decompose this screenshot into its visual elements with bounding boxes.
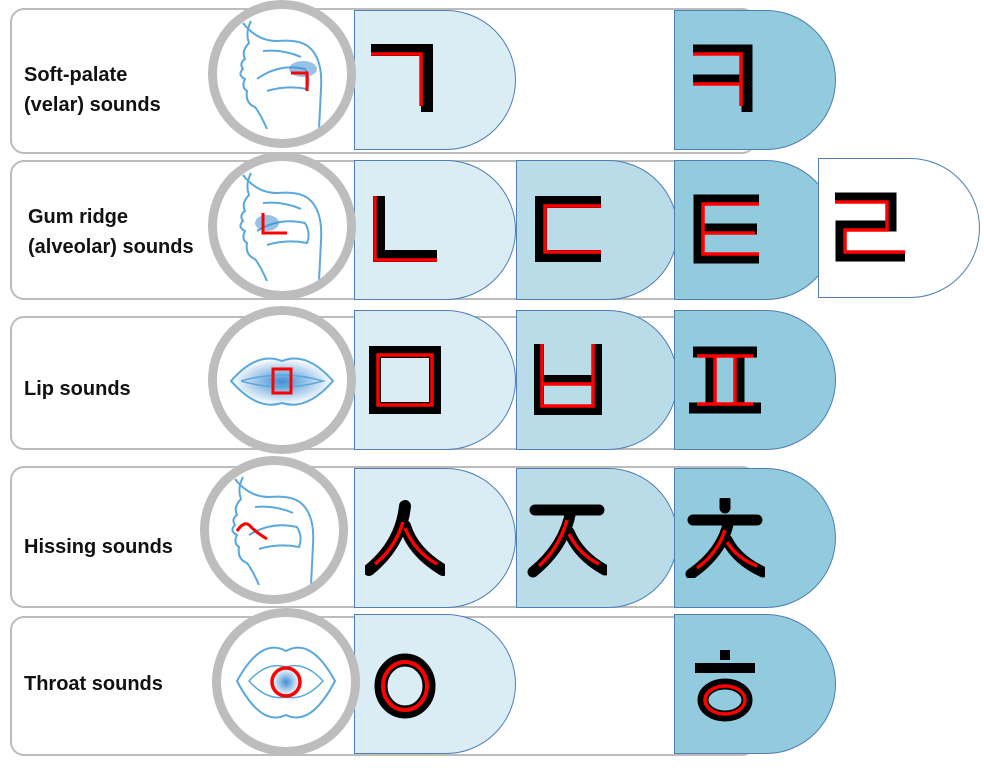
hangul-nieun	[373, 196, 437, 262]
label-line: Gum ridge	[28, 206, 129, 228]
hangul-siot	[365, 500, 445, 576]
hangul-digeut	[535, 196, 601, 262]
throat-icon	[235, 646, 337, 719]
organ-circle-hissing	[200, 456, 348, 604]
letter-tab	[674, 468, 836, 608]
alveolar-mouth-icon	[239, 172, 323, 281]
letter-tab	[354, 310, 516, 450]
row-label-lip: Lip sounds	[24, 374, 131, 404]
label-line: (velar) sounds	[24, 94, 161, 116]
hangul-pieup	[689, 346, 761, 414]
organ-circle-lip	[208, 306, 356, 454]
letter-tab	[674, 310, 836, 450]
hangul-giyeok	[371, 44, 433, 112]
letter-tab	[674, 10, 836, 150]
hangul-tieut	[693, 194, 759, 264]
hangul-bieup	[534, 344, 602, 415]
teeth-mouth-icon	[231, 476, 315, 585]
organ-circle-velar	[208, 0, 356, 148]
hangul-chieut	[685, 498, 765, 578]
organ-circle-throat	[212, 608, 360, 756]
letter-tab	[354, 468, 516, 608]
hangul-jieut	[527, 504, 607, 578]
letter-tab	[516, 310, 678, 450]
row-label-hissing: Hissing sounds	[24, 532, 173, 562]
letter-tab	[674, 160, 836, 300]
letter-tab	[354, 160, 516, 300]
hangul-rieul	[835, 192, 905, 262]
letter-tab	[818, 158, 980, 298]
label-line: Hissing sounds	[24, 536, 173, 558]
row-label-throat: Throat sounds	[24, 669, 163, 699]
row-label-velar: Soft-palate (velar) sounds	[24, 60, 161, 120]
label-line: Lip sounds	[24, 378, 131, 400]
letter-tab	[674, 614, 836, 754]
letter-tab	[516, 160, 678, 300]
letter-tab	[354, 614, 516, 754]
label-line: Throat sounds	[24, 673, 163, 695]
label-line: (alveolar) sounds	[28, 236, 194, 258]
hangul-ieung	[374, 653, 436, 719]
letter-tab	[516, 468, 678, 608]
row-label-alveolar: Gum ridge (alveolar) sounds	[28, 202, 194, 262]
hangul-kieuk	[693, 44, 753, 112]
label-line: Soft-palate	[24, 64, 128, 86]
velar-mouth-icon	[239, 20, 323, 129]
hangul-mieum	[369, 346, 441, 414]
lips-icon	[229, 357, 335, 406]
letter-tab	[354, 10, 516, 150]
organ-circle-alveolar	[208, 152, 356, 300]
hangul-hieut	[695, 650, 755, 722]
